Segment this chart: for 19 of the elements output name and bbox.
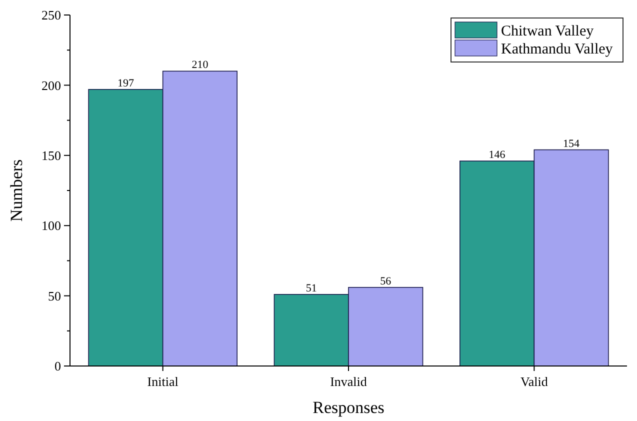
x-tick-label: Initial <box>147 374 179 389</box>
data-label: 154 <box>563 138 580 150</box>
data-label: 51 <box>306 282 317 294</box>
y-tick-label: 100 <box>42 218 61 234</box>
data-label: 146 <box>488 149 506 162</box>
x-tick-label: Valid <box>520 374 548 389</box>
y-tick-label: 250 <box>42 8 61 23</box>
y-tick-label: 50 <box>48 288 61 304</box>
y-tick-label: 200 <box>42 78 61 93</box>
data-label: 197 <box>117 77 134 90</box>
y-tick-label: 0 <box>54 358 61 374</box>
x-axis-title: Responses <box>312 398 384 417</box>
legend-label: Chitwan Valley <box>501 23 594 40</box>
x-tick-label: Invalid <box>330 374 368 389</box>
legend-label: Kathmandu Valley <box>501 41 614 58</box>
data-label: 210 <box>192 59 209 72</box>
y-tick-label: 150 <box>42 148 61 163</box>
data-label: 56 <box>380 275 392 288</box>
y-axis-title: Numbers <box>7 159 26 222</box>
